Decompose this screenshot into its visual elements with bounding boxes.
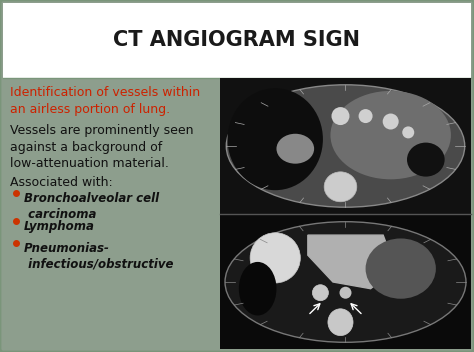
Ellipse shape: [226, 85, 465, 207]
Circle shape: [402, 126, 414, 138]
Bar: [3, 78, 471, 349]
Text: Pneumonias-
 infectious/obstructive: Pneumonias- infectious/obstructive: [24, 242, 173, 270]
Ellipse shape: [365, 238, 436, 299]
Text: Associated with:: Associated with:: [10, 176, 113, 189]
Ellipse shape: [330, 91, 451, 179]
Bar: [3, 3, 471, 78]
Ellipse shape: [276, 134, 314, 164]
Ellipse shape: [225, 222, 466, 342]
Circle shape: [358, 109, 373, 123]
Bar: [220, 78, 471, 214]
Ellipse shape: [324, 172, 357, 202]
Circle shape: [250, 233, 301, 283]
Bar: [220, 215, 471, 349]
Ellipse shape: [228, 88, 323, 190]
Text: Lymphoma: Lymphoma: [24, 220, 95, 233]
Text: Identification of vessels within
an airless portion of lung.: Identification of vessels within an airl…: [10, 86, 200, 115]
Text: CT ANGIOGRAM SIGN: CT ANGIOGRAM SIGN: [113, 31, 361, 50]
Circle shape: [331, 107, 349, 125]
Ellipse shape: [328, 309, 353, 335]
Ellipse shape: [407, 143, 445, 177]
Text: Vessels are prominently seen
against a background of
low-attenuation material.: Vessels are prominently seen against a b…: [10, 124, 193, 170]
Polygon shape: [308, 235, 396, 289]
Ellipse shape: [239, 262, 276, 315]
Circle shape: [339, 287, 352, 299]
Circle shape: [383, 113, 399, 130]
Circle shape: [312, 285, 328, 301]
Text: Bronchoalveolar cell
 carcinoma: Bronchoalveolar cell carcinoma: [24, 192, 159, 220]
